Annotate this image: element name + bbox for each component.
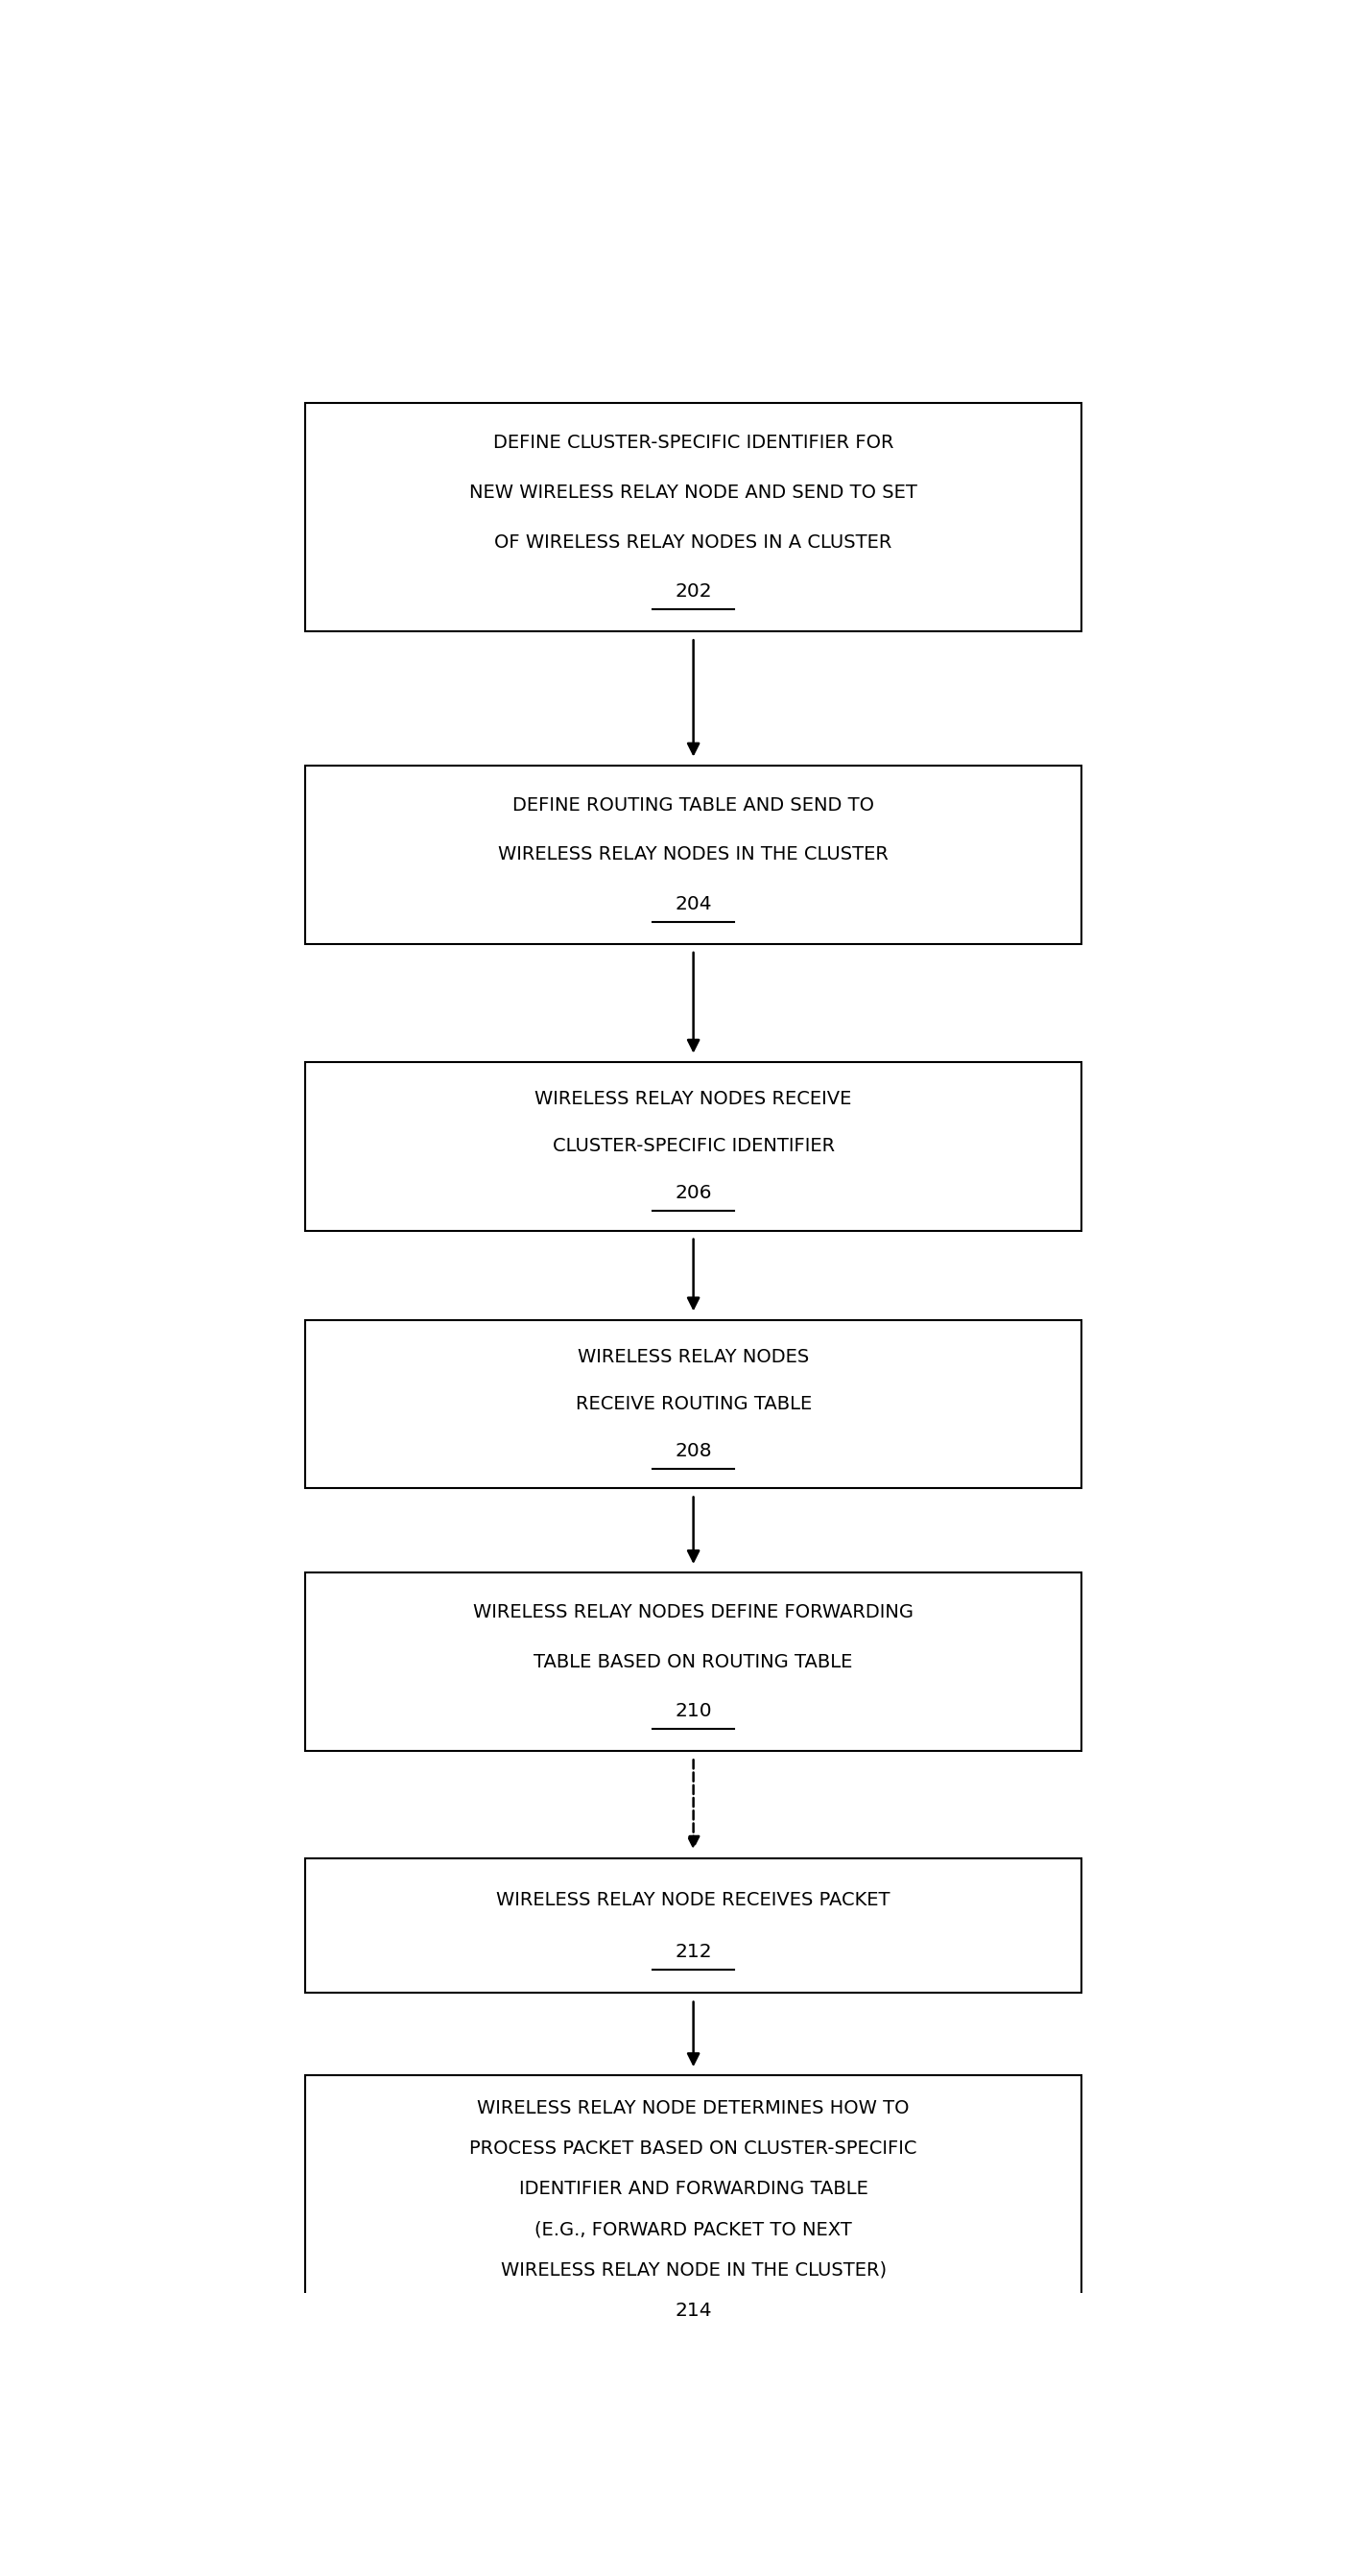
- Text: WIRELESS RELAY NODES RECEIVE: WIRELESS RELAY NODES RECEIVE: [534, 1090, 852, 1108]
- Text: PROCESS PACKET BASED ON CLUSTER-SPECIFIC: PROCESS PACKET BASED ON CLUSTER-SPECIFIC: [469, 2138, 917, 2159]
- Text: WIRELESS RELAY NODE DETERMINES HOW TO: WIRELESS RELAY NODE DETERMINES HOW TO: [478, 2099, 909, 2117]
- Text: 208: 208: [675, 1443, 712, 1461]
- Text: CLUSTER-SPECIFIC IDENTIFIER: CLUSTER-SPECIFIC IDENTIFIER: [552, 1136, 835, 1154]
- FancyBboxPatch shape: [306, 1857, 1081, 1994]
- Text: WIRELESS RELAY NODES DEFINE FORWARDING: WIRELESS RELAY NODES DEFINE FORWARDING: [474, 1602, 913, 1620]
- Text: WIRELESS RELAY NODE IN THE CLUSTER): WIRELESS RELAY NODE IN THE CLUSTER): [501, 2262, 886, 2280]
- Text: 212: 212: [675, 1942, 712, 1960]
- FancyBboxPatch shape: [306, 404, 1081, 631]
- Text: RECEIVE ROUTING TABLE: RECEIVE ROUTING TABLE: [575, 1396, 812, 1414]
- Text: NEW WIRELESS RELAY NODE AND SEND TO SET: NEW WIRELESS RELAY NODE AND SEND TO SET: [469, 484, 917, 502]
- Text: 206: 206: [675, 1185, 712, 1203]
- FancyBboxPatch shape: [306, 2076, 1081, 2344]
- FancyBboxPatch shape: [306, 1571, 1081, 1752]
- Text: DEFINE ROUTING TABLE AND SEND TO: DEFINE ROUTING TABLE AND SEND TO: [513, 796, 874, 814]
- FancyBboxPatch shape: [306, 1319, 1081, 1489]
- Text: TABLE BASED ON ROUTING TABLE: TABLE BASED ON ROUTING TABLE: [534, 1654, 852, 1672]
- Text: (E.G., FORWARD PACKET TO NEXT: (E.G., FORWARD PACKET TO NEXT: [534, 2221, 852, 2239]
- Text: WIRELESS RELAY NODES IN THE CLUSTER: WIRELESS RELAY NODES IN THE CLUSTER: [498, 845, 889, 863]
- Text: 204: 204: [675, 894, 712, 914]
- FancyBboxPatch shape: [306, 1061, 1081, 1231]
- Text: WIRELESS RELAY NODE RECEIVES PACKET: WIRELESS RELAY NODE RECEIVES PACKET: [497, 1891, 890, 1909]
- Text: 210: 210: [675, 1703, 712, 1721]
- FancyBboxPatch shape: [306, 765, 1081, 943]
- Text: IDENTIFIER AND FORWARDING TABLE: IDENTIFIER AND FORWARDING TABLE: [518, 2179, 869, 2197]
- Text: WIRELESS RELAY NODES: WIRELESS RELAY NODES: [578, 1347, 809, 1365]
- Text: DEFINE CLUSTER-SPECIFIC IDENTIFIER FOR: DEFINE CLUSTER-SPECIFIC IDENTIFIER FOR: [492, 433, 894, 453]
- Text: 202: 202: [675, 582, 712, 600]
- Text: OF WIRELESS RELAY NODES IN A CLUSTER: OF WIRELESS RELAY NODES IN A CLUSTER: [495, 533, 892, 551]
- Text: 214: 214: [675, 2300, 712, 2321]
